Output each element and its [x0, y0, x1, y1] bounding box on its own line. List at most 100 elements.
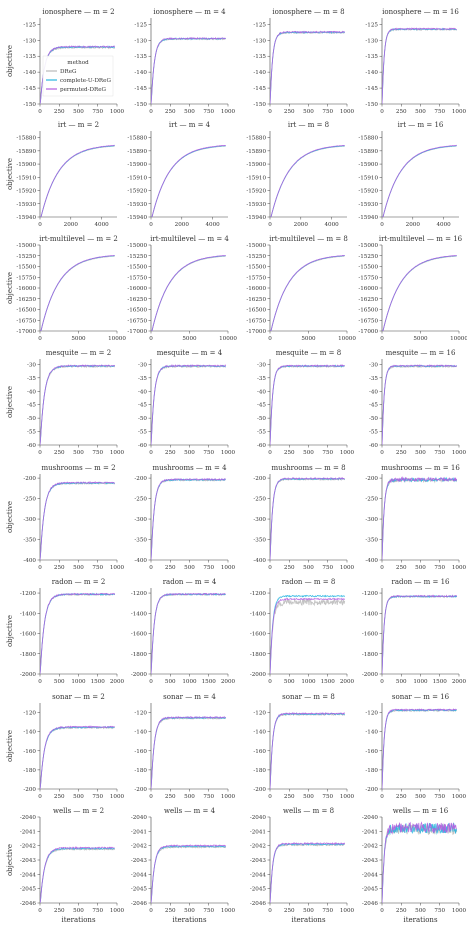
- x-tick-label: 1000: [221, 109, 236, 115]
- y-tick-label: -30: [138, 362, 147, 368]
- x-tick-label: 1000: [340, 794, 355, 800]
- y-tick-label: -200: [365, 476, 378, 482]
- y-tick-label: -250: [365, 497, 378, 503]
- x-tick-label: 0: [268, 908, 272, 914]
- panel-mushrooms-0: mushrooms — m = 2 -200 -250 -300 -350 -4000 25…: [6, 464, 125, 571]
- x-tick-label: 2000: [452, 679, 467, 685]
- panel-sonar-0: sonar — m = 2 -120 -140 -160 -180 -2000 250 500…: [6, 693, 125, 800]
- series-line-permuted-DReG: [40, 144, 115, 217]
- panel-irt-1: irt — m = 4 -15880 -15890 -15900 -15910 -1592…: [127, 121, 228, 228]
- y-tick-label: -30: [257, 362, 266, 368]
- x-tick-label: 750: [434, 794, 445, 800]
- y-tick-label: -2042: [250, 844, 267, 850]
- y-tick-label: -150: [23, 102, 36, 108]
- series-line-permuted-DReG: [270, 254, 345, 331]
- panel-wells-0: wells — m = 2 -2040 -2041 -2042 -2043 -2044 -2…: [6, 807, 125, 924]
- y-tick-label: -1200: [20, 591, 37, 597]
- y-tick-label: -45: [369, 403, 378, 409]
- y-tick-label: -135: [23, 54, 36, 60]
- x-tick-label: 0: [380, 565, 384, 571]
- y-tick-label: -50: [257, 416, 266, 422]
- panel-title: irt-multilevel — m = 16: [379, 235, 463, 243]
- x-tick-label: 0: [268, 679, 272, 685]
- y-tick-label: -2042: [131, 844, 148, 850]
- y-tick-label: -125: [23, 22, 36, 28]
- y-tick-label: -140: [365, 730, 378, 736]
- y-tick-label: -1800: [131, 652, 148, 658]
- y-tick-label: -2042: [20, 844, 37, 850]
- series-line-permuted-DReG: [382, 144, 457, 217]
- y-tick-label: -1800: [20, 652, 37, 658]
- panel-radon-3: radon — m = 16 -1200 -1400 -1600 -1800 -20000…: [362, 578, 467, 685]
- x-tick-label: 2000: [110, 679, 125, 685]
- y-tick-label: -16000: [358, 286, 378, 292]
- panel-title: wells — m = 4: [164, 807, 216, 815]
- series-line-complete-U-DReG: [40, 592, 116, 674]
- y-tick-label: -2040: [362, 815, 379, 821]
- y-tick-label: -200: [365, 787, 378, 793]
- series-line-complete-U-DReG: [270, 477, 345, 560]
- y-tick-label: -140: [253, 70, 266, 76]
- x-tick-label: 750: [203, 794, 214, 800]
- series-line-DReG: [270, 712, 345, 789]
- y-tick-label: -400: [253, 558, 266, 564]
- x-tick-label: 0: [38, 679, 42, 685]
- series-line-complete-U-DReG: [382, 27, 457, 104]
- panel-title: ionosphere — m = 4: [153, 8, 226, 16]
- y-axis-label: objective: [6, 158, 14, 190]
- y-tick-label: -16000: [16, 286, 36, 292]
- panel-title: radon — m = 8: [282, 578, 336, 586]
- y-tick-label: -2045: [131, 887, 148, 893]
- x-tick-label: 0: [380, 336, 384, 342]
- y-axis-label: objective: [6, 272, 14, 304]
- x-tick-label: 0: [149, 565, 153, 571]
- x-tick-label: 5000: [301, 336, 316, 342]
- x-tick-label: 750: [434, 908, 445, 914]
- x-axis-label: iterations: [403, 916, 437, 924]
- panel-title: radon — m = 16: [391, 578, 450, 586]
- y-tick-label: -15910: [358, 175, 378, 181]
- y-tick-label: -15750: [358, 275, 378, 281]
- y-tick-label: -250: [23, 497, 36, 503]
- y-tick-label: -350: [365, 538, 378, 544]
- y-tick-label: -16500: [16, 308, 36, 314]
- series-line-complete-U-DReG: [151, 478, 226, 560]
- y-tick-label: -50: [138, 416, 147, 422]
- x-tick-label: 0: [268, 450, 272, 456]
- x-tick-label: 1000: [452, 450, 467, 456]
- y-tick-label: -160: [23, 749, 36, 755]
- y-tick-label: -16750: [16, 318, 36, 324]
- y-tick-label: -140: [23, 730, 36, 736]
- panel-mushrooms-1: mushrooms — m = 4 -200 -250 -300 -350 -4000 25…: [134, 464, 235, 571]
- x-tick-label: 0: [268, 565, 272, 571]
- x-tick-label: 250: [54, 565, 65, 571]
- series-line-complete-U-DReG: [151, 145, 226, 217]
- series-line-permuted-DReG: [151, 36, 226, 104]
- x-tick-label: 2000: [294, 222, 309, 228]
- x-tick-label: 500: [73, 794, 84, 800]
- panel-mushrooms-3: mushrooms — m = 16-200 -250 -300 -350 -4000 2…: [365, 464, 466, 571]
- series-line-complete-U-DReG: [382, 822, 458, 903]
- y-tick-label: -125: [365, 22, 378, 28]
- series-line-DReG: [40, 145, 115, 217]
- y-tick-label: -180: [23, 768, 36, 774]
- y-tick-label: -2000: [250, 672, 267, 678]
- x-tick-label: 0: [38, 222, 42, 228]
- panel-title: wells — m = 16: [393, 807, 449, 815]
- series-line-permuted-DReG: [151, 715, 226, 789]
- y-tick-label: -300: [253, 517, 266, 523]
- series-line-DReG: [382, 822, 458, 903]
- y-tick-label: -140: [134, 70, 147, 76]
- y-tick-label: -15920: [16, 189, 36, 195]
- series-line-complete-U-DReG: [270, 255, 345, 331]
- y-tick-label: -1600: [20, 632, 37, 638]
- series-line-permuted-DReG: [151, 145, 226, 217]
- y-tick-label: -15000: [358, 243, 378, 249]
- y-tick-label: -2044: [250, 872, 267, 878]
- y-tick-label: -145: [23, 86, 36, 92]
- y-tick-label: -2000: [362, 672, 379, 678]
- series-line-complete-U-DReG: [270, 145, 345, 217]
- x-tick-label: 0: [380, 679, 384, 685]
- panel-title: ionosphere — m = 8: [272, 8, 344, 16]
- series-line-complete-U-DReG: [382, 364, 458, 445]
